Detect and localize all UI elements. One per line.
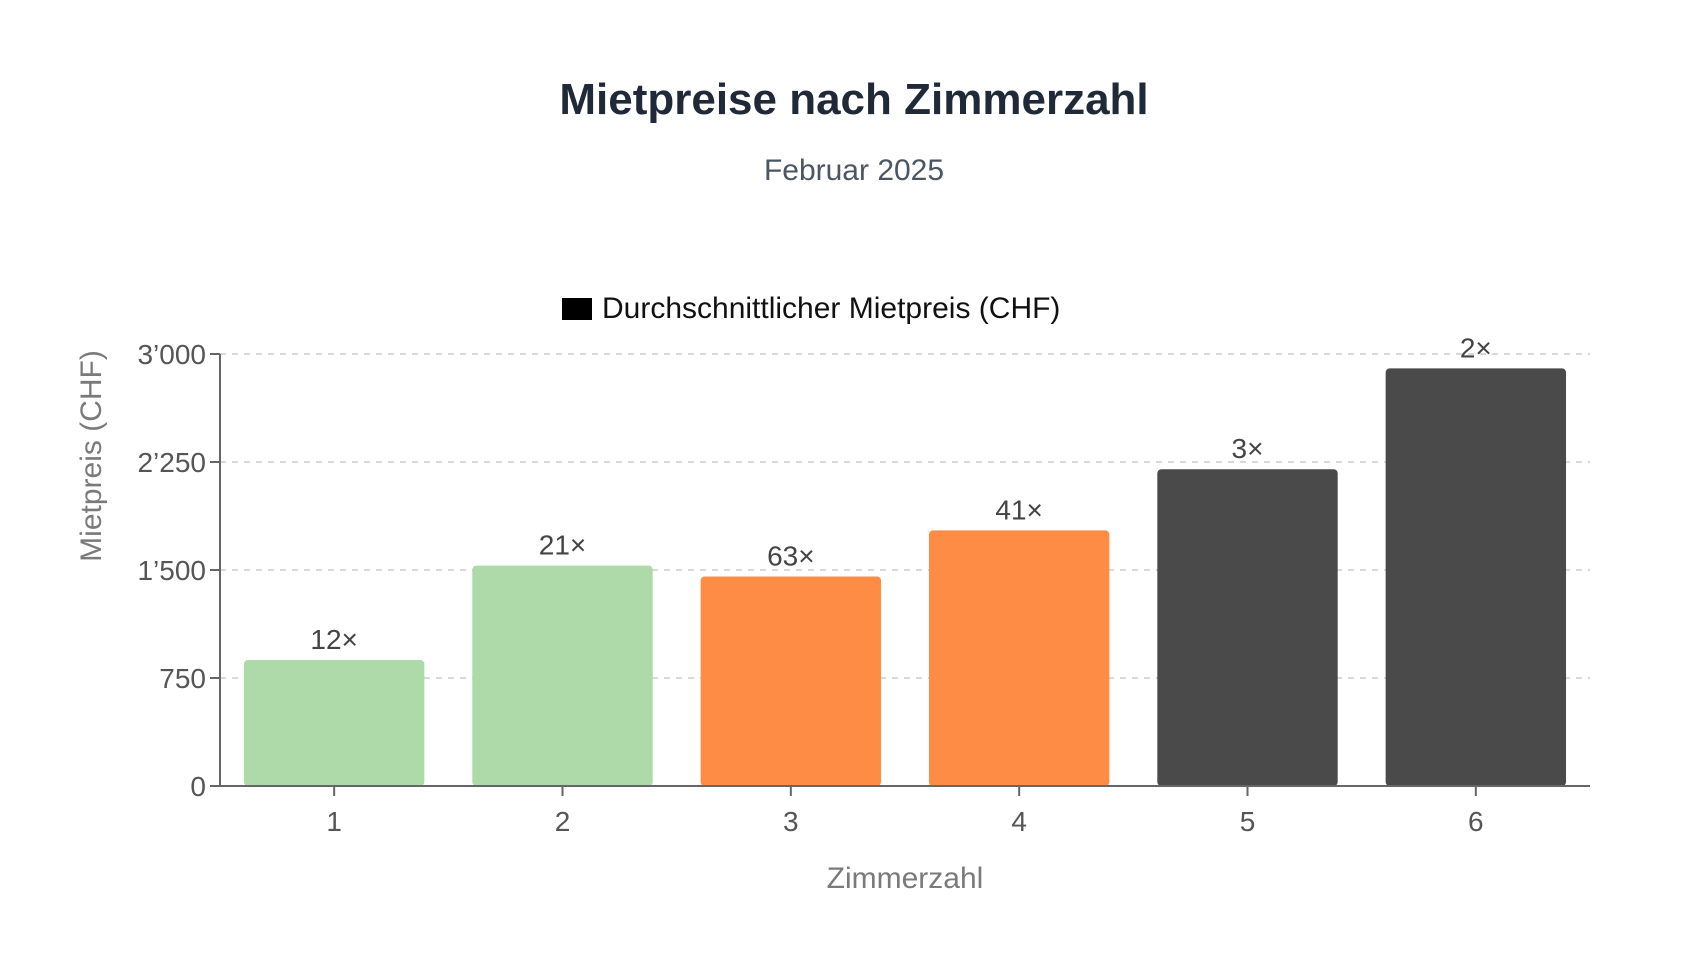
x-axis-label: Zimmerzahl [827, 862, 984, 895]
chart-title: Mietpreise nach Zimmerzahl [559, 75, 1148, 124]
bars [243, 368, 1567, 786]
x-tick-label: 3 [783, 806, 799, 837]
y-tick-label: 2’250 [137, 447, 206, 478]
bar-rooms-5[interactable] [1157, 469, 1338, 786]
y-tick-label: 3’000 [137, 339, 206, 370]
data-label: 2× [1460, 332, 1492, 363]
chart-subtitle: Februar 2025 [764, 154, 944, 187]
x-tick-label: 4 [1011, 806, 1027, 837]
data-label: 63× [767, 540, 815, 571]
bar-rooms-4[interactable] [928, 530, 1110, 786]
data-labels: 12× 21× 63× 41× 3× 2× [310, 332, 1491, 655]
bar-rooms-3[interactable] [700, 576, 882, 786]
y-tick-label: 750 [159, 663, 206, 694]
legend[interactable]: Durchschnittlicher Mietpreis (CHF) [562, 292, 1060, 325]
data-label: 3× [1232, 433, 1264, 464]
data-label: 21× [539, 530, 587, 561]
y-axis-label: Mietpreis (CHF) [75, 350, 108, 562]
data-label: 41× [995, 494, 1043, 525]
data-label: 12× [310, 624, 358, 655]
x-tick-label: 2 [555, 806, 571, 837]
x-axis-ticks: 1 2 3 4 5 6 [326, 786, 1484, 837]
y-tick-label: 1’500 [137, 555, 206, 586]
grid-lines [220, 353, 1590, 679]
bar-rooms-2[interactable] [472, 565, 653, 786]
y-tick-label: 0 [190, 771, 206, 802]
x-tick-label: 6 [1468, 806, 1484, 837]
bar-rooms-6[interactable] [1385, 368, 1567, 786]
x-tick-label: 5 [1240, 806, 1256, 837]
x-tick-label: 1 [326, 806, 342, 837]
legend-swatch [562, 298, 592, 320]
bar-rooms-1[interactable] [243, 660, 425, 786]
legend-label: Durchschnittlicher Mietpreis (CHF) [602, 292, 1060, 325]
y-axis-ticks: 0 750 1’500 2’250 3’000 [137, 339, 220, 802]
